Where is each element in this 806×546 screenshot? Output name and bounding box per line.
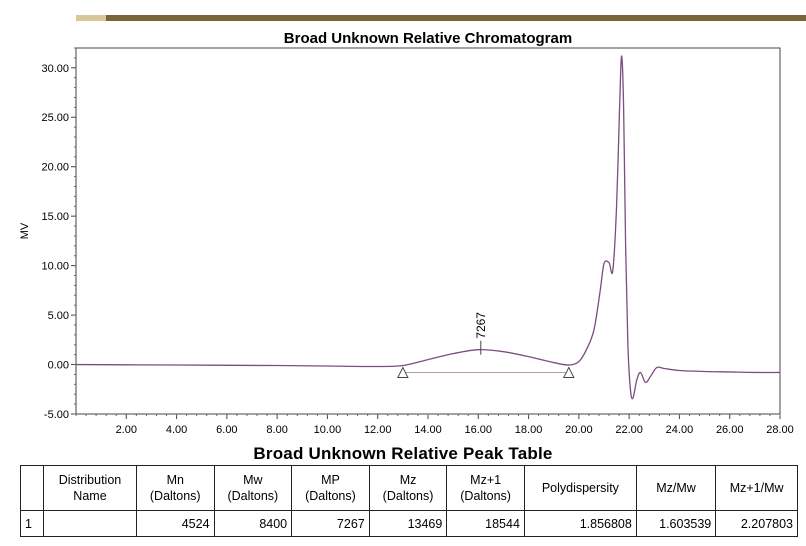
baseline-marker	[562, 366, 575, 378]
peak-table-header-cell: Mz+1/Mw	[715, 465, 798, 511]
chromatogram-series-line	[75, 55, 781, 400]
table-row: 1 4524 8400 7267 13469 18544 1.856808 1.603539 2…	[20, 510, 798, 537]
x-tick-label: 4.00	[166, 424, 187, 436]
peak-table-row-number: 1	[20, 510, 44, 537]
peak-table-header-cell: Distribution Name	[43, 465, 137, 511]
x-tick-label: 18.00	[515, 424, 543, 436]
x-tick-label: 28.00	[766, 424, 794, 436]
peak-table: Distribution Name Mn (Daltons) Mw (Daltons) MP…	[20, 465, 798, 537]
x-tick-label: 16.00	[465, 424, 493, 436]
x-tick-label: 24.00	[666, 424, 694, 436]
peak-table-cell: 18544	[446, 510, 525, 537]
peak-table-header-text: (Daltons)	[149, 489, 201, 503]
y-tick-label: 10.00	[41, 261, 69, 273]
peak-table-header-text: Mz+1/Mw	[729, 481, 784, 495]
x-tick-label: 22.00	[615, 424, 643, 436]
peak-table-header-text: (Daltons)	[382, 489, 434, 503]
x-tick-label: 20.00	[565, 424, 593, 436]
peak-table-header-row: Distribution Name Mn (Daltons) Mw (Daltons) MP…	[20, 465, 798, 511]
peak-table-cell	[43, 510, 137, 537]
peak-table-cell: 13469	[368, 510, 448, 537]
x-tick-label: 14.00	[414, 424, 442, 436]
baseline-marker	[397, 366, 409, 378]
peak-table-header-cell	[20, 465, 44, 511]
peak-table-cell: 8400	[213, 510, 293, 537]
peak-table-header-text: Mz/Mw	[656, 481, 696, 495]
peak-table-title: Broad Unknown Relative Peak Table	[253, 444, 553, 463]
peak-annotation-label: 7267	[474, 312, 488, 339]
peak-table-header-text: MP	[321, 473, 340, 487]
peak-table-cell: 7267	[291, 510, 370, 537]
y-tick-label: 25.00	[41, 112, 69, 124]
peak-table-header-cell: Mz/Mw	[635, 465, 717, 511]
peak-table-cell: 2.207803	[715, 510, 798, 537]
y-tick-label: 20.00	[41, 162, 69, 174]
chart-title: Broad Unknown Relative Chromatogram	[283, 30, 573, 47]
peak-table-header-cell: MP (Daltons)	[291, 465, 370, 511]
peak-table-header-cell: Mw (Daltons)	[213, 465, 293, 511]
peak-table-header-text: (Daltons)	[227, 489, 279, 503]
peak-table-header-text: Distribution	[58, 473, 122, 487]
x-tick-label: 8.00	[266, 424, 287, 436]
peak-table-cell: 4524	[135, 510, 215, 537]
x-tick-label: 6.00	[216, 424, 237, 436]
peak-table-header-cell: Mn (Daltons)	[135, 465, 215, 511]
peak-table-header-text: Mz+1	[470, 473, 502, 487]
peak-table-cell: 1.603539	[635, 510, 717, 537]
peak-table-cell: 1.856808	[523, 510, 637, 537]
y-axis-label: MV	[19, 222, 31, 239]
header-bar-accent	[76, 15, 106, 21]
peak-table-header-text: (Daltons)	[460, 489, 511, 503]
x-tick-label: 26.00	[716, 424, 744, 436]
y-tick-label: 0.00	[48, 360, 69, 372]
peak-table-header-text: Mw	[243, 473, 263, 487]
x-tick-label: 10.00	[314, 424, 342, 436]
y-tick-label: 30.00	[41, 63, 69, 75]
y-tick-label: -5.00	[44, 409, 69, 421]
peak-table-header-text: Mn	[166, 473, 184, 487]
peak-table-header-cell: Mz (Daltons)	[368, 465, 448, 511]
peak-table-header-cell: Mz+1 (Daltons)	[446, 465, 525, 511]
peak-table-header-text: Name	[73, 489, 107, 503]
y-tick-label: 15.00	[41, 211, 69, 223]
header-bar	[76, 15, 806, 21]
peak-table-header-text: Polydispersity	[541, 481, 619, 495]
peak-table-header-cell: Polydispersity	[523, 465, 637, 511]
x-tick-label: 2.00	[116, 424, 137, 436]
chromatogram-chart: 30.00 25.00 20.00 15.00 10.00 5.00 0.00 -5.00 2.…	[19, 47, 794, 436]
peak-table-header-text: (Daltons)	[305, 489, 356, 503]
x-tick-label: 12.00	[364, 424, 392, 436]
peak-table-header-text: Mz	[399, 473, 417, 487]
y-tick-label: 5.00	[48, 310, 69, 322]
